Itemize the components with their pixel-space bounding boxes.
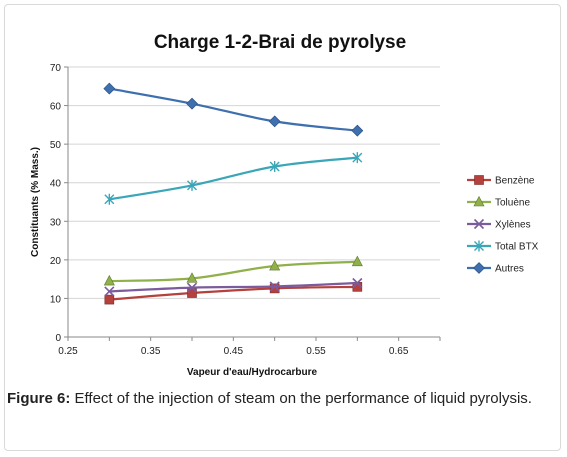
x-tick-labels: 0.25 0.35 0.45 0.55 0.65	[58, 346, 409, 357]
y-tick-label: 10	[50, 294, 62, 305]
caption-text: Effect of the injection of steam on the …	[70, 390, 532, 407]
data-point-autres	[186, 97, 198, 110]
data-point-benzene	[104, 294, 115, 305]
x-tick-label: 0.25	[58, 346, 78, 357]
data-point-benzene	[269, 283, 280, 294]
legend-item-total-btx: Total BTX	[467, 240, 539, 253]
series-autres	[103, 82, 364, 137]
y-tick-label: 30	[50, 217, 62, 228]
series-line-toluene	[109, 260, 358, 283]
series-toluene	[103, 255, 363, 286]
legend-label: Benzène	[495, 176, 535, 187]
x-tick-label: 0.65	[389, 346, 409, 357]
chart-title: Charge 1-2-Brai de pyrolyse	[154, 32, 406, 53]
legend-marker	[473, 262, 485, 274]
data-point-toluene	[351, 255, 363, 267]
legend-label: Total BTX	[495, 242, 539, 253]
legend-marker	[473, 195, 485, 207]
data-point-toluene	[103, 274, 115, 286]
data-point-autres	[351, 124, 364, 137]
y-tick-labels: 0 10 20 30 40 50 60 70	[50, 63, 62, 344]
legend-item-benzene: Benzène	[467, 175, 535, 187]
series-line-benzene	[109, 285, 358, 301]
figure-frame	[4, 4, 561, 451]
caption-label: Figure 6:	[7, 390, 71, 407]
series-line-autres	[109, 87, 358, 132]
series-line-total-btx	[109, 156, 358, 201]
legend-item-autres: Autres	[467, 262, 524, 275]
y-tick-label: 40	[50, 179, 62, 190]
data-point-toluene	[186, 272, 198, 283]
y-tick-label: 20	[50, 256, 62, 267]
line-chart: Charge 1-2-Brai de pyrolyse 0 10 20 30 40 50 6…	[30, 32, 539, 378]
axes	[64, 66, 441, 341]
series-xylenes	[104, 277, 363, 297]
data-point-autres	[268, 115, 281, 128]
gridlines	[68, 66, 440, 299]
y-tick-label: 70	[50, 63, 62, 74]
figure-caption: Figure 6: Effect of the injection of ste…	[7, 386, 537, 411]
series-total-btx	[104, 152, 363, 205]
legend-label: Toluène	[495, 198, 530, 209]
series-group	[103, 82, 364, 305]
legend-label: Autres	[495, 264, 524, 275]
y-tick-label: 0	[55, 333, 61, 344]
legend-item-toluene: Toluène	[467, 195, 530, 209]
y-tick-label: 60	[50, 102, 62, 113]
legend-marker	[474, 240, 484, 252]
data-point-toluene	[269, 259, 281, 271]
legend-label: Xylènes	[495, 220, 531, 231]
data-point-total-btx	[269, 161, 280, 173]
legend: Benzène Toluène Xylènes Total BTX Autres	[467, 175, 539, 275]
legend-marker	[473, 218, 485, 230]
x-tick-label: 0.35	[141, 346, 161, 357]
data-point-xylenes	[186, 282, 198, 293]
data-point-xylenes	[269, 281, 280, 292]
x-tick-label: 0.45	[224, 346, 244, 357]
data-point-xylenes	[352, 277, 363, 289]
legend-marker	[474, 175, 484, 185]
data-point-total-btx	[104, 193, 115, 205]
x-tick-label: 0.55	[306, 346, 326, 357]
series-line-xylenes	[109, 281, 358, 293]
x-axis-label: Vapeur d'eau/Hydrocarbure	[187, 367, 318, 378]
data-point-xylenes	[104, 286, 115, 297]
data-point-autres	[103, 82, 116, 95]
data-point-total-btx	[187, 179, 197, 191]
y-axis-label: Constituants (% Mass.)	[30, 147, 41, 257]
y-tick-label: 50	[50, 140, 62, 151]
legend-item-xylenes: Xylènes	[467, 218, 531, 231]
data-point-total-btx	[352, 152, 363, 164]
